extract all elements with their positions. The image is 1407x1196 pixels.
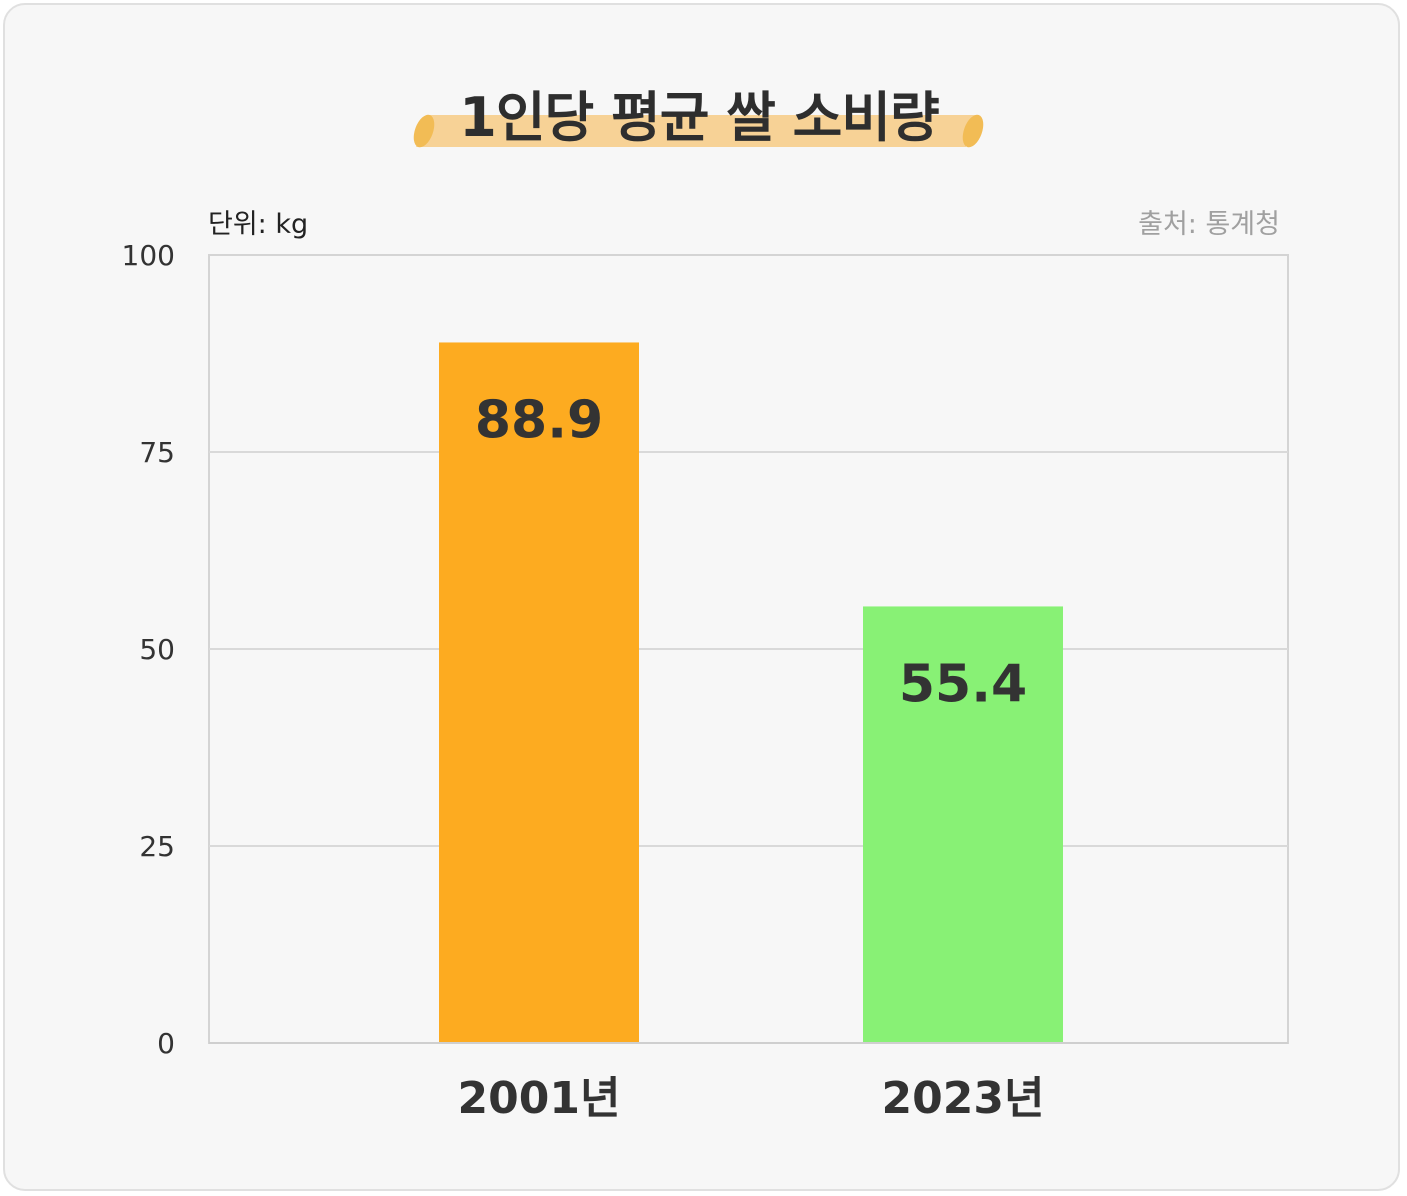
source-label: 출처: 통계청: [1138, 209, 1280, 240]
data-label: 55.4: [899, 654, 1027, 714]
title-banner: 1인당 평균 쌀 소비량: [408, 63, 990, 155]
bar-2023년: [863, 606, 1063, 1043]
x-tick-label: 2001년: [458, 1073, 621, 1124]
data-label: 88.9: [475, 390, 603, 450]
banner-highlight: [413, 114, 984, 148]
x-tick-label: 2023년: [882, 1073, 1045, 1124]
unit-label: 단위: kg: [208, 209, 309, 240]
bar-2001년: [439, 342, 639, 1043]
chart-title: 1인당 평균 쌀 소비량: [459, 86, 939, 149]
chart-card: 1인당 평균 쌀 소비량 단위: kg 출처: 통계청: [3, 3, 1400, 1191]
y-tick-label: 75: [139, 436, 175, 469]
y-tick-label: 50: [139, 633, 175, 666]
y-tick-label: 0: [157, 1027, 175, 1060]
y-tick-label: 100: [122, 239, 175, 272]
y-tick-label: 25: [139, 830, 175, 863]
